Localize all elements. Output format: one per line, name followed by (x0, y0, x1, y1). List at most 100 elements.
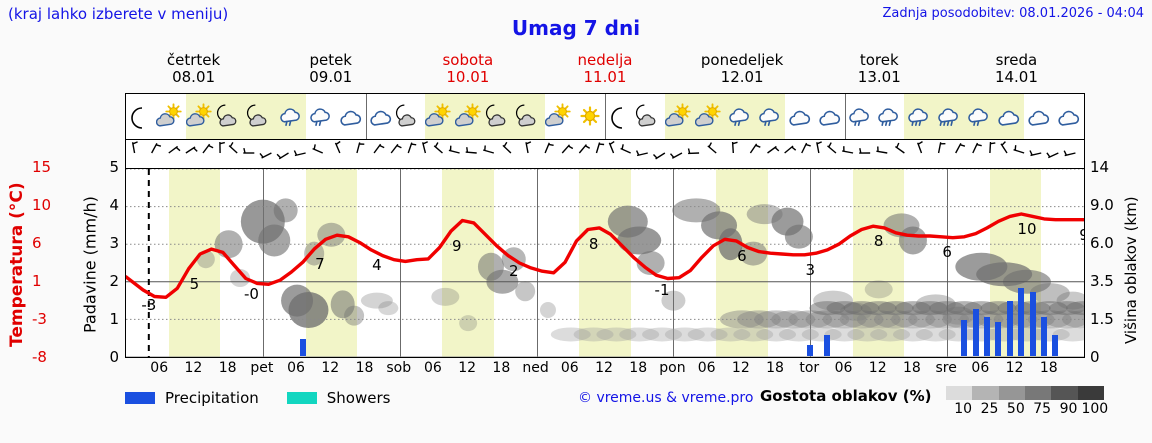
moon-cloud-icon (395, 102, 425, 132)
cloud-blob (801, 327, 842, 342)
hour-tick-label: pet (250, 360, 274, 376)
cloud-blob (1029, 327, 1070, 342)
weather-icon-cell-28 (964, 94, 995, 139)
weather-icon-strip (125, 93, 1085, 140)
cloud-density-swatch-4 (1051, 386, 1078, 400)
temperature-label: -3 (141, 295, 157, 314)
wind-barbs-svg (131, 140, 1076, 160)
wind-barb-feather (219, 141, 225, 145)
weather-icon-cell-8 (365, 94, 397, 139)
day-header-4: ponedeljek 12.01 (674, 51, 811, 90)
wind-barb-feather (132, 141, 138, 145)
cloud-blob (230, 269, 251, 288)
wind-barb-feather (293, 150, 298, 156)
wind-barb (1048, 152, 1059, 159)
showers-swatch (286, 392, 317, 404)
hour-tick-label: pon (659, 360, 686, 376)
cloud-height-tick: 3.5 (1090, 272, 1114, 290)
temperature-tick: 1 (32, 272, 42, 290)
wind-barb-feather (896, 142, 900, 148)
precipitation-swatch (125, 392, 155, 404)
cloud-density-scale-labels: 10 25 50 75 90 100 (938, 401, 1114, 417)
cloud-density-swatch-1 (972, 386, 999, 400)
hour-tick-label: 18 (355, 360, 374, 376)
wind-barb (608, 142, 615, 154)
wind-barb (525, 142, 529, 154)
hour-tick-label: sob (386, 360, 412, 376)
cloud-blob (771, 310, 816, 329)
cloud-blob (273, 198, 298, 223)
cloud-blob (898, 226, 927, 255)
wind-barb (595, 142, 601, 154)
precipitation-tick: 3 (109, 234, 119, 252)
cloud-height-tick: 14 (1090, 158, 1110, 176)
wind-barb-feather (396, 144, 402, 149)
cloud-blob (733, 327, 774, 342)
precipitation-tick: 4 (109, 196, 119, 214)
cloud-blob (459, 315, 478, 332)
day-name: sobota (442, 51, 494, 69)
cloud-icon (336, 102, 366, 132)
day-header-2: sobota 10.01 (399, 51, 536, 90)
cloud-blob (822, 310, 867, 329)
precipitation-bar (1018, 288, 1025, 356)
day-date: 11.01 (583, 68, 627, 87)
wind-barb-feather (276, 153, 282, 159)
day-header-row: četrtek 08.01 petek 09.01 sobota 10.01 nedelja… (125, 51, 1085, 90)
cloud-height-tick: 6.0 (1090, 234, 1114, 252)
hour-tick-label: 12 (1005, 360, 1024, 376)
wind-barb-feather (335, 140, 341, 145)
wind-barb-feather (411, 143, 417, 146)
cloud-blob (824, 327, 865, 342)
wind-barb-feather (568, 145, 574, 150)
wind-barb (131, 142, 136, 154)
cloud-blob (938, 327, 979, 342)
weather-icon-cell-12 (485, 94, 516, 139)
hour-tick-label: sre (935, 360, 957, 376)
wind-barb-feather (774, 146, 780, 152)
moon-cloud-icon (485, 102, 515, 132)
weather-icon-cell-23 (815, 94, 845, 139)
wind-barb (151, 142, 158, 154)
weather-icon-cell-1 (155, 94, 186, 139)
weather-icon-cell-5 (275, 94, 306, 139)
wind-barb (448, 149, 460, 154)
credit-link[interactable]: © vreme.us & vreme.pro (578, 390, 754, 406)
wind-barb-feather (434, 142, 439, 148)
weather-icon-cell-3 (215, 94, 246, 139)
location-menu-note[interactable]: (kraj lahko izberete v meniju) (8, 5, 229, 23)
day-name: petek (309, 51, 352, 69)
cloud-blob (1066, 301, 1084, 316)
precipitation-bar (995, 322, 1002, 356)
day-name: torek (859, 51, 899, 69)
wind-barb (407, 142, 413, 154)
precipitation-tick: 1 (109, 310, 119, 328)
temperature-label: 6 (737, 246, 747, 265)
precipitation-legend-label: Precipitation (165, 389, 259, 407)
sun-cloud-icon (694, 102, 725, 132)
weather-icon-cell-31 (1054, 94, 1084, 139)
cloud-blob (915, 327, 956, 342)
wind-barb (278, 152, 289, 160)
cloud-blob (288, 292, 329, 328)
cloud-blob (687, 327, 728, 342)
hour-tick-label: 06 (834, 360, 853, 376)
cloud-blob (664, 327, 705, 342)
cloud-height-tick: 1.5 (1090, 310, 1114, 328)
wind-barb-feather (816, 141, 822, 145)
cloud-blob (839, 310, 884, 329)
wind-barb-feather (193, 147, 198, 152)
wind-barb (202, 143, 211, 154)
day-name: sreda (995, 51, 1038, 69)
day-header-3: nedelja 11.01 (536, 51, 673, 90)
wind-barb-feather (1029, 150, 1033, 156)
precipitation-axis-label: Padavine (mm/h) (80, 196, 100, 334)
hour-axis: 06 12 18 pet 06 12 18 sob 06 12 18 ned 06 12 18 pon 06 12… (125, 360, 1085, 378)
wind-barb-feather (732, 141, 738, 145)
wind-barb (989, 141, 992, 154)
moon-cloud-icon (635, 102, 665, 132)
hour-tick-label: 18 (218, 360, 237, 376)
day-separator (947, 169, 949, 357)
temperature-label: 4 (372, 255, 382, 274)
hour-tick-label: 12 (731, 360, 750, 376)
